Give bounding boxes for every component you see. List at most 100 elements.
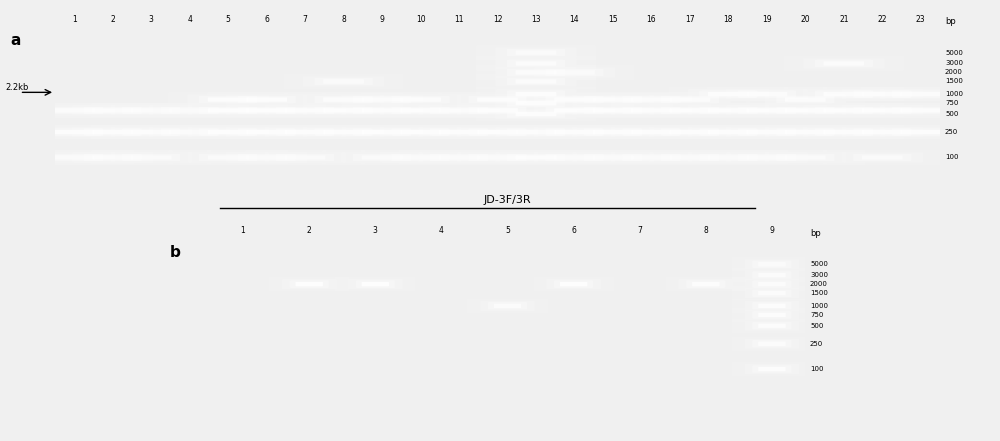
Text: 6: 6: [571, 226, 576, 235]
Text: 3: 3: [373, 226, 378, 235]
FancyBboxPatch shape: [495, 127, 577, 137]
FancyBboxPatch shape: [746, 92, 787, 96]
FancyBboxPatch shape: [14, 150, 134, 165]
FancyBboxPatch shape: [91, 150, 211, 165]
FancyBboxPatch shape: [418, 105, 500, 116]
FancyBboxPatch shape: [149, 127, 230, 137]
FancyBboxPatch shape: [591, 150, 712, 165]
FancyBboxPatch shape: [572, 94, 654, 105]
FancyBboxPatch shape: [514, 150, 635, 165]
FancyBboxPatch shape: [477, 97, 518, 102]
FancyBboxPatch shape: [853, 107, 911, 114]
Text: 9: 9: [770, 226, 774, 235]
FancyBboxPatch shape: [758, 282, 786, 286]
FancyBboxPatch shape: [360, 125, 481, 140]
FancyBboxPatch shape: [457, 94, 538, 105]
FancyBboxPatch shape: [584, 128, 642, 136]
FancyBboxPatch shape: [533, 277, 614, 292]
FancyBboxPatch shape: [823, 108, 864, 112]
FancyBboxPatch shape: [726, 127, 808, 137]
FancyBboxPatch shape: [341, 94, 423, 105]
Text: 4: 4: [187, 15, 192, 24]
FancyBboxPatch shape: [199, 107, 257, 114]
FancyBboxPatch shape: [649, 127, 731, 137]
FancyBboxPatch shape: [785, 97, 826, 102]
FancyBboxPatch shape: [784, 86, 904, 102]
FancyBboxPatch shape: [516, 130, 556, 135]
Text: 500: 500: [810, 323, 823, 329]
FancyBboxPatch shape: [545, 107, 603, 114]
FancyBboxPatch shape: [439, 130, 479, 135]
Text: bp: bp: [810, 229, 821, 238]
FancyBboxPatch shape: [649, 105, 731, 116]
FancyBboxPatch shape: [591, 103, 712, 118]
FancyBboxPatch shape: [169, 108, 210, 112]
FancyBboxPatch shape: [380, 127, 461, 137]
FancyBboxPatch shape: [822, 86, 942, 102]
FancyBboxPatch shape: [110, 105, 192, 116]
FancyBboxPatch shape: [738, 154, 796, 161]
FancyBboxPatch shape: [900, 130, 941, 135]
FancyBboxPatch shape: [238, 107, 296, 114]
FancyBboxPatch shape: [862, 130, 903, 135]
FancyBboxPatch shape: [584, 107, 642, 114]
FancyBboxPatch shape: [622, 128, 680, 136]
Text: 18: 18: [724, 15, 733, 24]
FancyBboxPatch shape: [238, 154, 296, 161]
FancyBboxPatch shape: [823, 61, 864, 66]
Text: 100: 100: [810, 366, 823, 372]
FancyBboxPatch shape: [467, 298, 548, 314]
FancyBboxPatch shape: [803, 89, 885, 99]
FancyBboxPatch shape: [92, 130, 133, 135]
FancyBboxPatch shape: [534, 94, 615, 105]
FancyBboxPatch shape: [206, 103, 327, 118]
FancyBboxPatch shape: [246, 108, 287, 112]
Text: 500: 500: [945, 111, 958, 117]
FancyBboxPatch shape: [752, 271, 791, 279]
Text: 20: 20: [801, 15, 810, 24]
FancyBboxPatch shape: [776, 128, 834, 136]
FancyBboxPatch shape: [534, 127, 615, 137]
Text: 13: 13: [531, 15, 541, 24]
Text: 10: 10: [416, 15, 425, 24]
FancyBboxPatch shape: [707, 103, 827, 118]
FancyBboxPatch shape: [630, 103, 750, 118]
FancyBboxPatch shape: [745, 321, 799, 331]
FancyBboxPatch shape: [110, 152, 192, 163]
FancyBboxPatch shape: [688, 89, 769, 99]
FancyBboxPatch shape: [45, 154, 103, 161]
FancyBboxPatch shape: [495, 89, 577, 99]
Text: 14: 14: [570, 15, 579, 24]
FancyBboxPatch shape: [534, 67, 615, 78]
FancyBboxPatch shape: [168, 92, 288, 107]
FancyBboxPatch shape: [245, 103, 365, 118]
FancyBboxPatch shape: [91, 103, 211, 118]
FancyBboxPatch shape: [752, 311, 791, 318]
FancyBboxPatch shape: [468, 154, 527, 161]
FancyBboxPatch shape: [507, 69, 565, 76]
FancyBboxPatch shape: [322, 150, 442, 165]
FancyBboxPatch shape: [611, 127, 692, 137]
FancyBboxPatch shape: [199, 96, 257, 103]
FancyBboxPatch shape: [45, 107, 103, 114]
FancyBboxPatch shape: [392, 96, 450, 103]
FancyBboxPatch shape: [507, 100, 565, 107]
FancyBboxPatch shape: [226, 105, 307, 116]
FancyBboxPatch shape: [129, 125, 250, 140]
FancyBboxPatch shape: [545, 128, 603, 136]
FancyBboxPatch shape: [476, 74, 596, 89]
FancyBboxPatch shape: [516, 70, 556, 75]
Text: 16: 16: [647, 15, 656, 24]
Text: 7: 7: [637, 226, 642, 235]
FancyBboxPatch shape: [746, 108, 787, 112]
FancyBboxPatch shape: [745, 301, 799, 311]
FancyBboxPatch shape: [283, 74, 404, 89]
FancyBboxPatch shape: [246, 155, 287, 160]
FancyBboxPatch shape: [553, 92, 673, 107]
FancyBboxPatch shape: [649, 152, 731, 163]
FancyBboxPatch shape: [862, 108, 903, 112]
FancyBboxPatch shape: [303, 105, 384, 116]
FancyBboxPatch shape: [285, 155, 325, 160]
FancyBboxPatch shape: [34, 105, 115, 116]
FancyBboxPatch shape: [161, 128, 219, 136]
